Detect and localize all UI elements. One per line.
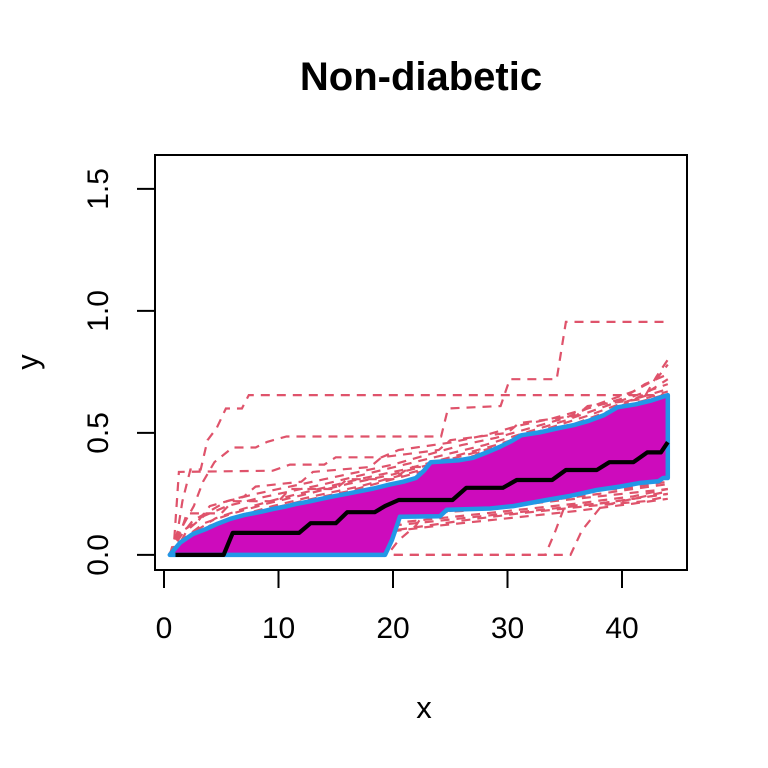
plot-frame: [154, 154, 688, 571]
x-axis-tick-label: 40: [605, 612, 638, 645]
y-axis-tick-label: 1.5: [82, 168, 115, 210]
individual-curve-7: [174, 387, 669, 556]
central-curve: [175, 441, 670, 558]
x-axis-tick-label: 0: [156, 612, 173, 645]
y-axis-tick-label: 0.5: [82, 412, 115, 454]
central-curve-layer: [175, 441, 670, 558]
individual-curve-1: [169, 394, 668, 556]
individual-curve-19: [175, 495, 669, 556]
y-axis-tick-label: 0.0: [82, 534, 115, 576]
individual-curve-25: [168, 390, 669, 556]
individual-curve-23: [169, 490, 669, 557]
individual-curve-2: [169, 320, 668, 556]
axes-frame-layer: 0 10 20 30 40 0.0 0.5 1.0 1.5: [82, 154, 688, 645]
envelope-band-layer: [167, 392, 671, 558]
x-axis-tick-label: 10: [262, 612, 295, 645]
central-envelope-band: [167, 392, 671, 558]
x-axis-tick-label: 30: [491, 612, 524, 645]
x-axis-tick-label: 20: [376, 612, 409, 645]
y-axis-label: y: [10, 354, 45, 370]
y-axis-tick-label: 1.0: [82, 290, 115, 332]
plot-title: Non-diabetic: [300, 55, 542, 99]
individual-curve-6: [168, 378, 669, 556]
x-axis-label: x: [416, 690, 432, 725]
